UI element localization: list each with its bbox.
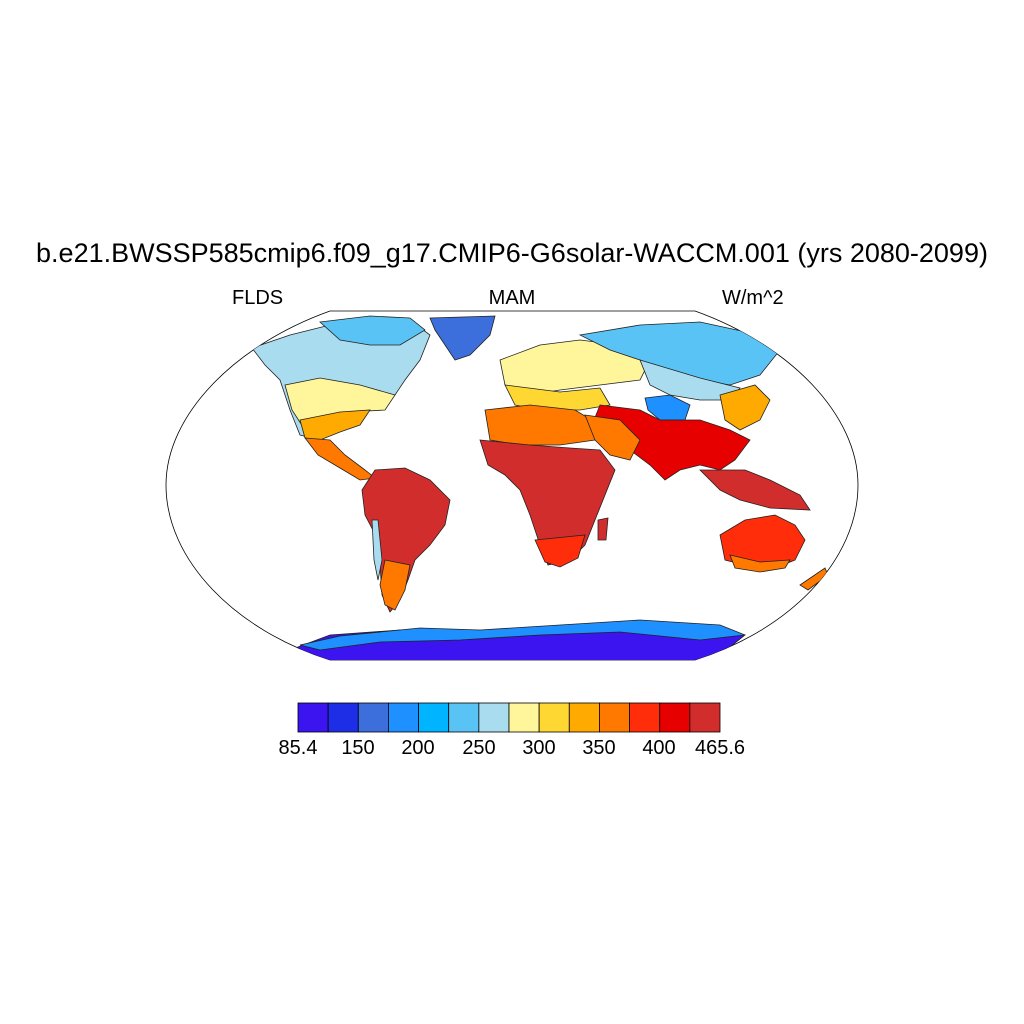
colorbar-box xyxy=(568,702,600,733)
colorbar-box xyxy=(357,702,389,733)
colorbar-tick-label: 250 xyxy=(462,737,496,759)
antarctica-coast xyxy=(299,619,746,651)
colorbar-box xyxy=(448,702,480,733)
colorbar-box xyxy=(388,702,419,733)
colorbar-tick-label: 465.6 xyxy=(694,737,746,759)
colorbar-box xyxy=(689,702,721,733)
colorbar-box xyxy=(508,702,540,733)
figure-title: b.e21.BWSSP585cmip6.f09_g17.CMIP6-G6sola… xyxy=(36,238,988,268)
south-america-south xyxy=(379,559,411,611)
colorbar-tick-label: 85.4 xyxy=(278,737,318,759)
units-label: W/m^2 xyxy=(722,287,784,309)
asia-north xyxy=(578,321,781,386)
colorbar-tick-label: 400 xyxy=(642,737,676,759)
colorbar-tick-label: 200 xyxy=(401,737,435,759)
colorbar-tick-label: 300 xyxy=(522,737,556,759)
madagascar xyxy=(597,517,609,541)
colorbar-box xyxy=(327,702,359,733)
colorbar-tick-label: 350 xyxy=(582,737,616,759)
colorbar-box xyxy=(599,702,630,733)
colorbar-box xyxy=(538,702,570,733)
colorbar-box xyxy=(629,702,661,733)
arabia xyxy=(584,414,641,461)
africa-south xyxy=(534,534,586,568)
asia-mid xyxy=(639,359,741,401)
north-america-arctic xyxy=(319,315,426,346)
southeast-asia xyxy=(699,469,811,511)
colorbar-box xyxy=(418,702,450,733)
colorbar-box xyxy=(478,702,510,733)
andes xyxy=(371,519,383,581)
colorbar-box xyxy=(659,702,691,733)
greenland xyxy=(429,315,496,361)
australia-south xyxy=(729,554,791,573)
east-asia xyxy=(719,384,771,431)
colorbar-box xyxy=(297,702,329,733)
colorbar-tick-label: 150 xyxy=(341,737,375,759)
variable-label: FLDS xyxy=(232,287,284,309)
season-label: MAM xyxy=(488,287,536,309)
